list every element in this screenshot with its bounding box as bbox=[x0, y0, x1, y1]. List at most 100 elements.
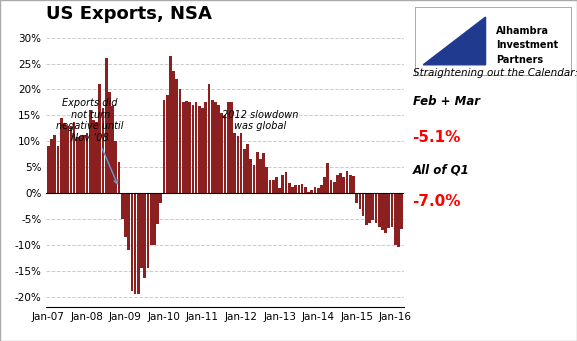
Bar bbox=[195, 102, 197, 193]
Bar bbox=[246, 144, 249, 193]
Bar bbox=[249, 159, 252, 193]
Bar bbox=[85, 133, 88, 193]
Bar bbox=[368, 193, 371, 223]
Bar bbox=[166, 94, 168, 193]
Bar bbox=[310, 190, 313, 193]
Bar bbox=[233, 133, 236, 193]
Bar bbox=[108, 92, 111, 193]
Bar bbox=[118, 162, 121, 193]
Bar bbox=[137, 193, 140, 294]
Bar bbox=[397, 193, 400, 247]
Bar bbox=[400, 193, 403, 229]
Bar bbox=[134, 193, 137, 294]
Bar bbox=[218, 105, 220, 193]
Text: Partners: Partners bbox=[496, 55, 544, 64]
Bar bbox=[378, 193, 381, 227]
Bar bbox=[333, 182, 336, 193]
Bar bbox=[320, 185, 323, 193]
Bar bbox=[182, 102, 185, 193]
Bar bbox=[304, 187, 307, 193]
Polygon shape bbox=[423, 17, 485, 65]
Text: Exports did
not turn
negative until
Nov ’08: Exports did not turn negative until Nov … bbox=[57, 98, 124, 184]
Bar bbox=[259, 159, 262, 193]
Bar bbox=[114, 141, 117, 193]
Bar bbox=[153, 193, 156, 245]
Text: -7.0%: -7.0% bbox=[413, 194, 461, 209]
Bar bbox=[220, 113, 223, 193]
Bar bbox=[387, 193, 390, 228]
Bar bbox=[50, 138, 53, 193]
Text: 2012 slowdown
was global: 2012 slowdown was global bbox=[222, 110, 298, 131]
Bar bbox=[163, 100, 166, 193]
Bar bbox=[143, 193, 146, 278]
Bar bbox=[169, 56, 172, 193]
Bar bbox=[147, 193, 149, 268]
Text: -5.1%: -5.1% bbox=[413, 130, 461, 145]
Bar bbox=[355, 193, 358, 203]
Bar bbox=[284, 172, 287, 193]
Bar bbox=[278, 188, 281, 193]
Bar bbox=[230, 102, 233, 193]
Bar bbox=[121, 193, 123, 219]
Bar bbox=[214, 102, 217, 193]
Bar bbox=[391, 193, 394, 227]
Bar bbox=[288, 183, 291, 193]
Bar bbox=[239, 133, 242, 193]
Bar bbox=[291, 187, 294, 193]
Bar bbox=[66, 126, 69, 193]
Bar bbox=[358, 193, 361, 208]
Bar bbox=[294, 185, 297, 193]
Bar bbox=[336, 175, 339, 193]
Bar bbox=[95, 121, 98, 193]
Bar bbox=[185, 101, 188, 193]
Bar bbox=[343, 177, 345, 193]
Bar bbox=[317, 188, 320, 193]
Bar bbox=[224, 115, 226, 193]
Bar bbox=[323, 177, 326, 193]
Bar bbox=[47, 146, 50, 193]
Text: US Exports, NSA: US Exports, NSA bbox=[46, 5, 212, 23]
Bar bbox=[346, 171, 349, 193]
Bar bbox=[140, 193, 143, 268]
Bar bbox=[352, 176, 355, 193]
Bar bbox=[188, 102, 191, 193]
Bar bbox=[79, 136, 82, 193]
Bar bbox=[272, 180, 275, 193]
Bar bbox=[159, 193, 162, 203]
Bar bbox=[211, 100, 213, 193]
Bar bbox=[99, 84, 101, 193]
Bar bbox=[256, 151, 258, 193]
Bar bbox=[329, 180, 332, 193]
Bar bbox=[128, 193, 130, 250]
Bar bbox=[327, 163, 329, 193]
Bar bbox=[124, 193, 127, 237]
Bar bbox=[227, 102, 230, 193]
Bar bbox=[69, 126, 72, 193]
Bar bbox=[198, 106, 201, 193]
Bar bbox=[275, 177, 278, 193]
Bar bbox=[301, 184, 304, 193]
Bar bbox=[362, 193, 365, 216]
Bar bbox=[204, 102, 207, 193]
Bar bbox=[307, 192, 310, 193]
Bar bbox=[192, 105, 194, 193]
Bar bbox=[130, 193, 133, 291]
Bar bbox=[102, 107, 104, 193]
Bar bbox=[381, 193, 384, 230]
Bar bbox=[201, 107, 204, 193]
Bar bbox=[156, 193, 159, 224]
Bar bbox=[282, 175, 284, 193]
Bar bbox=[76, 137, 78, 193]
Bar bbox=[349, 175, 351, 193]
Bar bbox=[208, 84, 211, 193]
Bar bbox=[89, 110, 92, 193]
Bar bbox=[298, 185, 300, 193]
Bar bbox=[150, 193, 152, 245]
Bar bbox=[339, 173, 342, 193]
Bar bbox=[73, 121, 76, 193]
Bar bbox=[179, 89, 181, 193]
Bar bbox=[384, 193, 387, 233]
Bar bbox=[60, 118, 63, 193]
Bar bbox=[237, 136, 239, 193]
Bar bbox=[63, 123, 66, 193]
